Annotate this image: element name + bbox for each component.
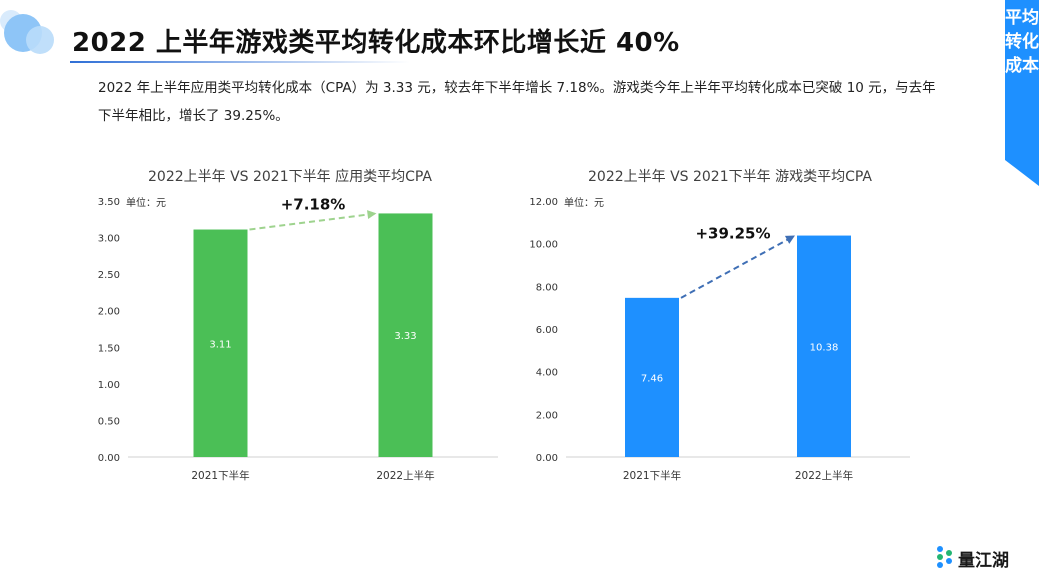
y-tick-label: 3.00 (98, 234, 120, 245)
page-title: 2022 上半年游戏类平均转化成本环比增长近 40% (72, 28, 680, 58)
page-description: 2022 年上半年应用类平均转化成本（CPA）为 3.33 元，较去年下半年增长… (98, 80, 936, 124)
growth-arrow-line (680, 234, 796, 299)
y-tick-label: 0.00 (536, 453, 558, 464)
chart-unit: 单位：元 (126, 198, 166, 209)
chart-svg: 0.00 0.50 1.00 1.50 2.00 2.50 3.00 3.50 3.11 2021… (98, 195, 498, 482)
bar-value-label: 7.46 (641, 373, 663, 384)
growth-label: +39.25% (695, 225, 770, 243)
y-tick-label: 1.00 (98, 380, 120, 391)
y-tick-label: 2.00 (98, 307, 120, 318)
brand-logo: 量江湖 (936, 544, 1009, 571)
growth-arrow-head (367, 210, 377, 220)
x-tick-label: 2022上半年 (795, 469, 853, 482)
y-tick-label: 8.00 (536, 282, 558, 293)
y-tick-label: 0.50 (98, 416, 120, 427)
chart-title: 2022上半年 VS 2021下半年 游戏类平均CPA (588, 169, 872, 185)
bar (797, 235, 851, 457)
side-tag: 平均转化成本 (1005, 0, 1039, 186)
logo-icon (937, 546, 952, 568)
bar-value-label: 10.38 (810, 342, 839, 353)
bar-value-label: 3.33 (394, 331, 416, 342)
chart-game-cpa: 2022上半年 VS 2021下半年 游戏类平均CPA 单位：元 0.00 2.0… (520, 160, 940, 500)
logo-text: 量江湖 (958, 551, 1009, 571)
x-tick-label: 2021下半年 (191, 469, 249, 482)
y-tick-label: 4.00 (536, 368, 558, 379)
x-tick-label: 2022上半年 (376, 469, 434, 482)
y-tick-label: 3.50 (98, 197, 120, 208)
y-tick-label: 12.00 (529, 197, 558, 208)
decorative-bubble-medium (26, 26, 54, 54)
chart-app-cpa: 2022上半年 VS 2021下半年 应用类平均CPA 单位：元 0.00 0.5… (70, 160, 510, 500)
growth-arrow-head (784, 235, 795, 244)
title-underline (70, 61, 410, 63)
x-tick-label: 2021下半年 (623, 469, 681, 482)
y-tick-label: 10.00 (529, 240, 558, 251)
chart-unit: 单位：元 (564, 198, 604, 209)
chart-svg: 0.00 2.00 4.00 6.00 8.00 10.00 12.00 7.46 2021下半… (529, 197, 910, 482)
y-tick-label: 1.50 (98, 343, 120, 354)
bar (625, 297, 679, 457)
growth-arrow-line (249, 212, 377, 231)
growth-label: +7.18% (281, 195, 346, 213)
y-tick-label: 2.00 (536, 410, 558, 421)
y-tick-label: 2.50 (98, 270, 120, 281)
side-tag-label: 平均转化成本 (1005, 8, 1039, 76)
chart-title: 2022上半年 VS 2021下半年 应用类平均CPA (148, 169, 432, 185)
y-tick-label: 0.00 (98, 453, 120, 464)
bar (378, 213, 433, 457)
bar (193, 229, 248, 457)
bar-value-label: 3.11 (209, 339, 231, 350)
y-tick-label: 6.00 (536, 325, 558, 336)
